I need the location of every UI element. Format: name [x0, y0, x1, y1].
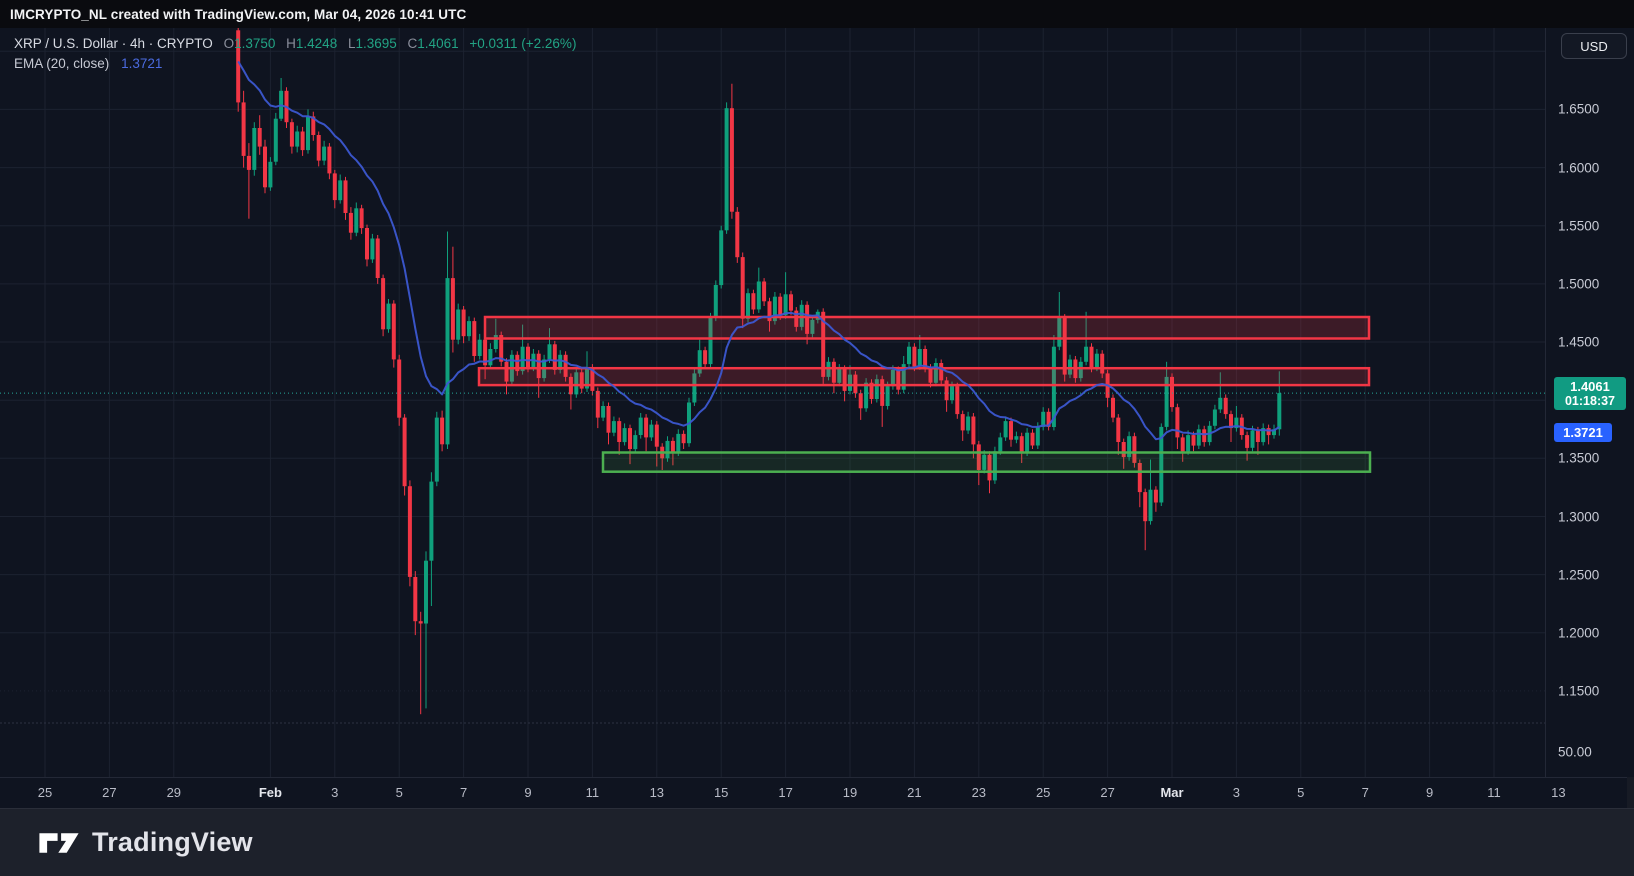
time-axis-label: 13 — [649, 785, 665, 800]
price-axis-label: 1.1500 — [1558, 683, 1600, 699]
tradingview-logo-link[interactable]: TradingView — [38, 827, 253, 858]
ema-legend-row[interactable]: EMA (20, close) 1.3721 — [14, 54, 576, 74]
attribution-text: IMCRYPTO_NL created with TradingView.com… — [10, 6, 467, 22]
price-axis-label: 1.6000 — [1558, 160, 1600, 176]
price-axis-label: 1.4500 — [1558, 334, 1600, 350]
time-axis-label: 3 — [331, 785, 339, 800]
tradingview-logo-icon — [39, 832, 79, 853]
time-axis-label: 9 — [1425, 785, 1434, 800]
time-axis[interactable]: 25 27 29 Feb 3 5 7 9 11 13 15 17 19 21 23 25 27 Mar 3 5 7 9 11… — [0, 777, 1634, 809]
time-axis-label: 9 — [524, 785, 532, 800]
time-axis-label: 17 — [778, 785, 793, 800]
symbol-legend-row[interactable]: XRP / U.S. Dollar · 4h · CRYPTO O1.3750 … — [14, 34, 576, 54]
low-label: L — [347, 36, 356, 51]
last-price-value: 1.4061 — [1570, 379, 1610, 395]
time-axis-label: 25 — [1035, 785, 1051, 800]
high-value: 1.4248 — [295, 36, 338, 51]
open-value: 1.3750 — [234, 36, 276, 51]
price-axis-label: 1.3000 — [1558, 509, 1600, 524]
price-axis-label: 1.5000 — [1558, 276, 1600, 292]
footer-bar: TradingView — [0, 808, 1634, 876]
time-axis-label: 11 — [1487, 785, 1501, 800]
ema-indicator-label: EMA (20, close) — [14, 56, 110, 71]
time-axis-label: 13 — [1551, 785, 1566, 800]
time-axis-label: 27 — [102, 785, 117, 800]
ema-line[interactable] — [237, 60, 1280, 441]
time-axis-label: 5 — [1297, 785, 1305, 800]
price-axis-label: 1.6500 — [1558, 101, 1600, 117]
resistance-zone-upper[interactable] — [483, 315, 1371, 340]
high-label: H — [286, 36, 296, 51]
price-axis-label: 1.5500 — [1558, 218, 1600, 234]
time-axis-label: 19 — [842, 785, 858, 800]
tradingview-logo-text: TradingView — [92, 827, 253, 857]
price-axis-label: 1.3500 — [1558, 450, 1600, 466]
ema-indicator-value: 1.3721 — [121, 56, 163, 71]
price-axis-label: 1.2000 — [1558, 625, 1600, 641]
time-axis-label: 7 — [1361, 785, 1369, 800]
time-axis-label: 29 — [166, 785, 182, 800]
symbol-title: XRP / U.S. Dollar · 4h · CRYPTO — [14, 36, 213, 51]
time-axis-label: Feb — [258, 785, 282, 800]
time-axis-label: 27 — [1100, 785, 1115, 800]
close-value: 1.4061 — [417, 36, 459, 51]
resistance-zone-lower[interactable] — [477, 366, 1371, 387]
open-label: O — [223, 36, 235, 51]
time-axis-label: 25 — [37, 785, 53, 800]
close-label: C — [407, 36, 418, 51]
price-axis[interactable]: USD 1.6500 1.6000 1.5500 1.5000 1.4500 1.3500… — [1545, 28, 1634, 777]
change-value: +0.0311 (+2.26%) — [469, 36, 577, 51]
last-price-badge: 1.4061 01:18:37 — [1554, 377, 1626, 411]
support-zone[interactable] — [601, 451, 1372, 473]
time-axis-label: 23 — [971, 785, 987, 800]
attribution-bar: IMCRYPTO_NL created with TradingView.com… — [0, 0, 1634, 28]
chart-legend: XRP / U.S. Dollar · 4h · CRYPTO O1.3750 … — [14, 34, 576, 74]
price-axis-label: 1.2500 — [1558, 567, 1600, 583]
time-axis-label: 7 — [459, 785, 468, 800]
time-axis-label: 5 — [395, 785, 403, 800]
currency-toggle-button[interactable]: USD — [1561, 33, 1627, 59]
ema-value-badge: 1.3721 — [1554, 422, 1612, 442]
time-axis-label: 3 — [1232, 785, 1241, 800]
low-value: 1.3695 — [355, 36, 397, 51]
time-axis-label: 11 — [585, 785, 600, 800]
time-axis-label: 15 — [713, 785, 729, 800]
time-axis-label: 21 — [907, 785, 922, 800]
time-axis-label: Mar — [1160, 785, 1184, 800]
candlestick-series[interactable] — [236, 28, 1282, 715]
chart-pane[interactable] — [0, 28, 1545, 777]
secondary-pane-label: 50.00 — [1558, 744, 1592, 760]
bar-countdown: 01:18:37 — [1564, 394, 1616, 409]
